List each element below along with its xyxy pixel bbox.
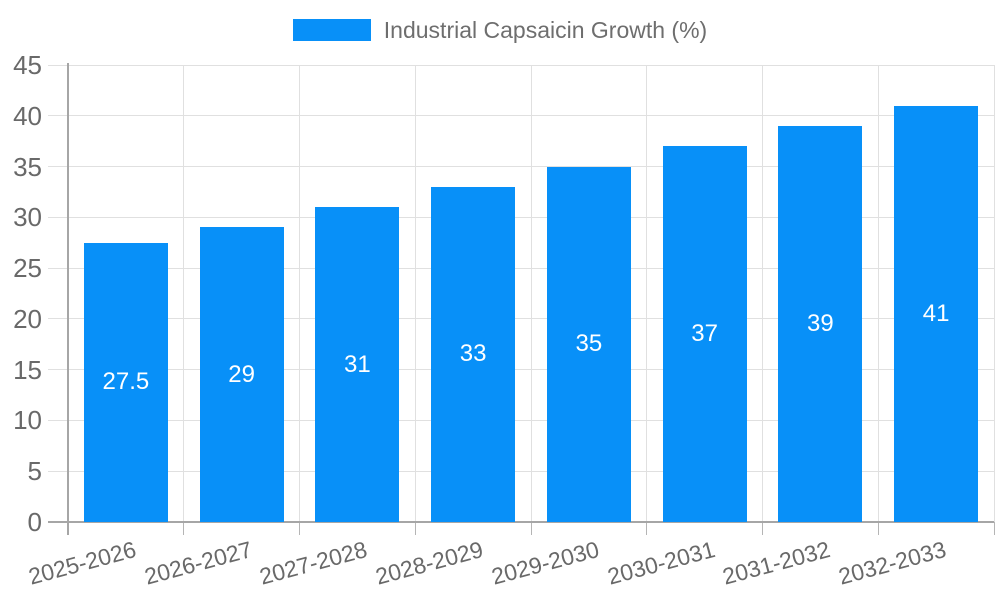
y-axis-tick-label: 5 [27, 456, 42, 487]
y-axis-line [67, 63, 69, 535]
gridline-vertical [993, 65, 995, 522]
x-axis-tick-label: 2029-2030 [488, 536, 602, 590]
x-axis-tick [183, 522, 185, 535]
x-axis-tick-label: 2030-2031 [604, 536, 718, 590]
x-axis-tick [299, 522, 300, 535]
x-axis-tick [414, 522, 416, 535]
gridline-horizontal [48, 115, 994, 117]
gridline-vertical [530, 65, 532, 522]
x-axis-tick [877, 522, 879, 535]
x-axis-tick [993, 522, 995, 535]
gridline-horizontal [48, 166, 994, 168]
chart-legend: Industrial Capsaicin Growth (%) [0, 16, 1000, 44]
bar-2027-2028 [315, 207, 400, 522]
gridline-vertical [877, 65, 879, 522]
y-axis-tick-label: 30 [13, 202, 42, 233]
bar-value-label: 39 [807, 309, 834, 337]
gridline-vertical [762, 65, 763, 522]
bar-value-label: 37 [691, 320, 718, 348]
legend-label: Industrial Capsaicin Growth (%) [383, 17, 708, 43]
bar-value-label: 33 [459, 340, 487, 368]
bar-value-label: 27.5 [102, 368, 150, 396]
x-axis-tick [762, 522, 763, 535]
gridline-vertical [414, 65, 416, 522]
bar-value-label: 31 [344, 350, 371, 378]
gridline-horizontal [48, 64, 994, 66]
gridline-horizontal [48, 369, 994, 371]
bar-2028-2029 [431, 186, 516, 522]
x-axis-tick-label: 2028-2029 [372, 536, 486, 590]
x-axis-tick-label: 2031-2032 [720, 536, 834, 590]
bar-value-label: 35 [575, 330, 603, 358]
gridline-horizontal [48, 318, 994, 320]
bar-2032-2033 [894, 105, 979, 522]
gridline-vertical [646, 65, 648, 522]
y-axis-tick-label: 45 [13, 50, 42, 80]
gridline-horizontal [48, 216, 994, 218]
y-axis-tick-label: 20 [13, 303, 42, 334]
y-axis-tick-label: 10 [13, 405, 42, 436]
bar-2025-2026 [83, 242, 168, 522]
x-axis-tick-label: 2026-2027 [141, 536, 255, 590]
bar-value-label: 29 [228, 360, 255, 388]
y-axis-tick-label: 35 [13, 151, 42, 182]
gridline-horizontal [48, 267, 994, 269]
y-axis-tick-label: 0 [27, 507, 42, 537]
bar-value-label: 41 [922, 299, 950, 327]
x-axis-tick-label: 2025-2026 [25, 536, 139, 590]
y-axis-tick-label: 25 [13, 253, 42, 284]
bar-2029-2030 [546, 166, 631, 522]
bar-2030-2031 [662, 146, 747, 522]
legend-swatch [292, 19, 371, 41]
x-axis-tick [646, 522, 648, 535]
y-axis-tick-label: 40 [13, 100, 42, 131]
x-axis-tick-label: 2027-2028 [257, 536, 371, 590]
gridline-horizontal [48, 470, 994, 472]
bar-2026-2027 [199, 227, 284, 522]
gridline-vertical [183, 65, 185, 522]
x-axis-tick [530, 522, 532, 535]
bar-2031-2032 [778, 125, 863, 522]
x-axis-tick-label: 2032-2033 [835, 536, 949, 590]
y-axis-tick-label: 15 [13, 354, 42, 385]
gridline-horizontal [48, 419, 994, 421]
gridline-vertical [299, 65, 300, 522]
x-axis-line [48, 521, 994, 523]
